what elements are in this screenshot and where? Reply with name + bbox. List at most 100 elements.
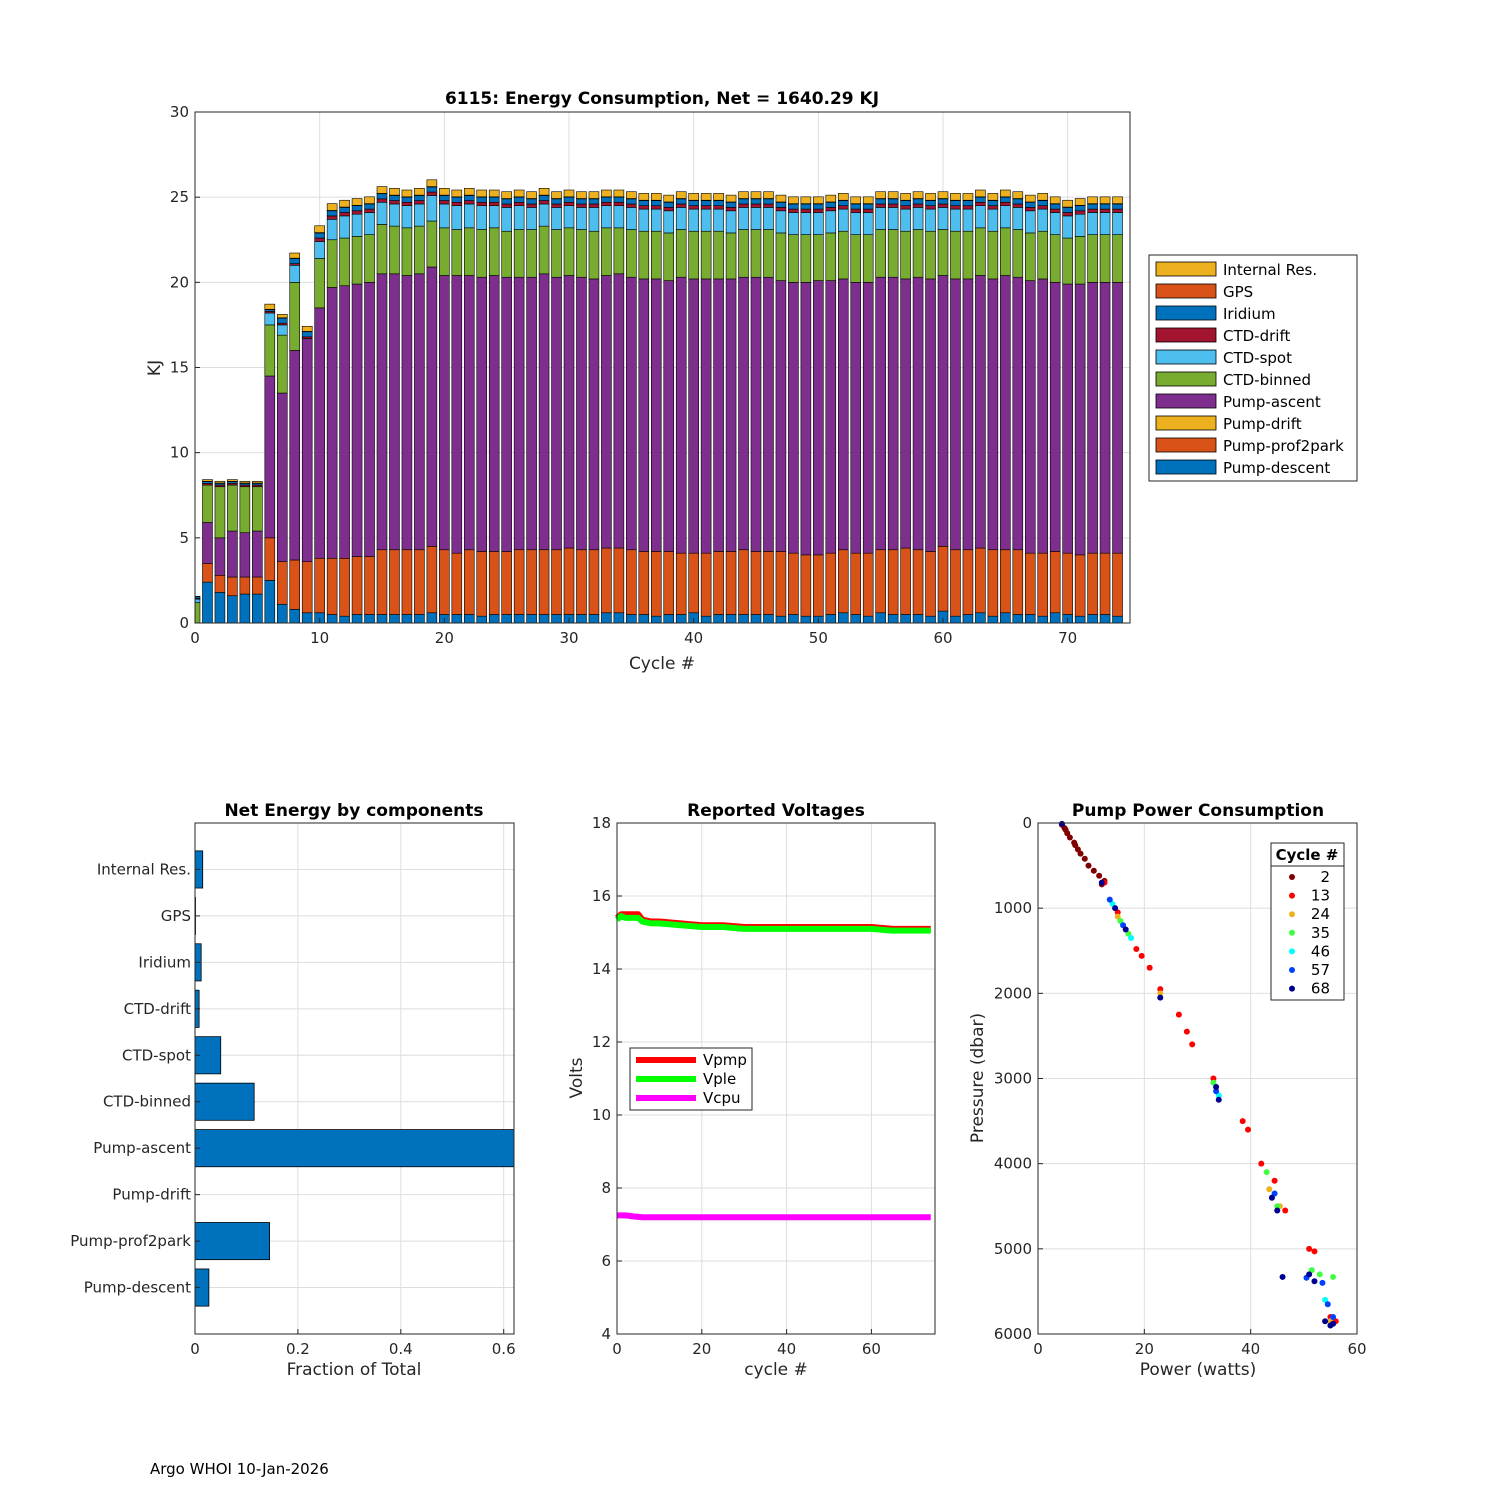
energy-bar-segment: [488, 205, 500, 229]
pump-ytick-label: 2000: [994, 984, 1032, 1002]
energy-bar-segment: [314, 232, 325, 239]
energy-bar-segment: [650, 551, 662, 617]
energy-bar-segment: [1099, 208, 1111, 213]
energy-bar-segment: [289, 609, 301, 624]
energy-bar-segment: [1062, 207, 1073, 213]
energy-bar-segment: [476, 196, 488, 203]
energy-bar-segment: [601, 612, 612, 624]
energy-bar-segment: [414, 273, 425, 551]
components-chart-title: Net Energy by components: [224, 801, 483, 821]
energy-bar-segment: [276, 314, 288, 319]
energy-legend-swatch: [1155, 327, 1217, 343]
energy-bar-segment: [252, 480, 263, 484]
energy-bar-segment: [987, 205, 999, 210]
energy-bar-segment: [775, 280, 787, 552]
energy-bar-segment: [887, 207, 899, 230]
energy-bar-segment: [601, 275, 612, 549]
energy-bar-segment: [376, 193, 388, 200]
pump-legend-label: 68: [1311, 980, 1330, 998]
energy-bar-segment: [1012, 549, 1024, 615]
energy-bar-segment: [950, 278, 961, 551]
energy-bar-segment: [975, 205, 986, 229]
energy-bar-segment: [675, 207, 687, 230]
energy-bar-segment: [364, 282, 375, 557]
energy-bar-segment: [538, 195, 550, 201]
energy-bar-segment: [588, 191, 600, 199]
energy-bar-segment: [414, 200, 425, 205]
pump-point-cycle-13: [1306, 1245, 1313, 1252]
energy-bar-segment: [239, 486, 251, 534]
pump-point-cycle-68: [1311, 1278, 1318, 1285]
energy-bar-segment: [463, 549, 475, 615]
voltages-xtick-label: 0: [612, 1340, 622, 1358]
energy-bar-segment: [301, 325, 313, 332]
energy-bar-segment: [1037, 615, 1049, 624]
pump-point-cycle-57: [1319, 1279, 1326, 1286]
energy-bar-segment: [227, 484, 238, 532]
energy-bar-segment: [1037, 205, 1049, 210]
energy-bar-segment: [289, 258, 301, 264]
energy-bar-segment: [813, 203, 824, 210]
energy-bar-segment: [439, 200, 450, 205]
energy-bar-segment: [339, 215, 350, 239]
components-ytick-label: Pump-prof2park: [70, 1232, 191, 1250]
pump-point-cycle-68: [1274, 1207, 1281, 1214]
energy-bar-segment: [1012, 614, 1024, 624]
components-bar: [194, 1082, 255, 1121]
energy-bar-segment: [526, 614, 537, 624]
energy-bar-segment: [463, 227, 475, 276]
energy-bar-segment: [463, 203, 475, 229]
energy-bar-segment: [925, 230, 936, 280]
energy-bar-segment: [638, 193, 650, 201]
energy-bar-segment: [850, 208, 862, 213]
pump-legend-label: 24: [1311, 905, 1330, 923]
energy-bar-segment: [1087, 196, 1098, 204]
energy-bar-segment: [276, 603, 288, 624]
energy-bar-segment: [900, 547, 911, 615]
energy-bar-segment: [663, 201, 675, 208]
energy-bar-segment: [626, 549, 637, 615]
energy-bar-segment: [775, 194, 787, 203]
energy-bar-segment: [563, 275, 575, 549]
pump-point-cycle-68: [1058, 820, 1065, 827]
energy-bar-segment: [401, 189, 413, 198]
energy-bar-segment: [837, 612, 849, 624]
energy-bar-segment: [301, 561, 313, 614]
energy-bar-segment: [937, 198, 949, 205]
energy-bar-segment: [326, 614, 338, 624]
energy-bar-segment: [788, 614, 799, 624]
energy-bar-segment: [426, 220, 438, 268]
energy-bar-segment: [825, 232, 837, 281]
pump-point-cycle-2: [1096, 872, 1103, 879]
energy-bar-segment: [962, 193, 974, 201]
energy-bar-segment: [1099, 203, 1111, 210]
energy-bar-segment: [962, 230, 974, 280]
energy-bar-segment: [813, 208, 824, 213]
energy-bar-segment: [788, 552, 799, 615]
energy-legend-swatch: [1155, 437, 1217, 453]
energy-ytick-label: 15: [170, 359, 189, 377]
energy-bar-segment: [850, 212, 862, 235]
energy-bar-segment: [962, 278, 974, 551]
pump-point-cycle-2: [1081, 855, 1088, 862]
energy-bar-segment: [551, 191, 562, 199]
energy-bar-segment: [800, 234, 812, 283]
energy-legend-swatch: [1155, 349, 1217, 365]
energy-bar-segment: [501, 207, 512, 232]
components-bar: [194, 1129, 515, 1168]
energy-bar-segment: [488, 551, 500, 615]
voltages-xtick-label: 60: [862, 1340, 881, 1358]
energy-bar-segment: [601, 196, 612, 203]
energy-bar-segment: [950, 615, 961, 624]
energy-bar-segment: [214, 592, 226, 624]
energy-bar-segment: [800, 554, 812, 617]
energy-bar-segment: [451, 196, 463, 203]
components-ytick-label: Internal Res.: [97, 860, 191, 878]
energy-bar-segment: [887, 191, 899, 199]
energy-bar-segment: [1112, 282, 1123, 554]
energy-bar-segment: [513, 276, 525, 551]
energy-bar-segment: [601, 227, 612, 276]
energy-bar-segment: [925, 200, 936, 206]
energy-bar-segment: [276, 324, 288, 336]
pump-point-cycle-2: [1072, 842, 1079, 849]
